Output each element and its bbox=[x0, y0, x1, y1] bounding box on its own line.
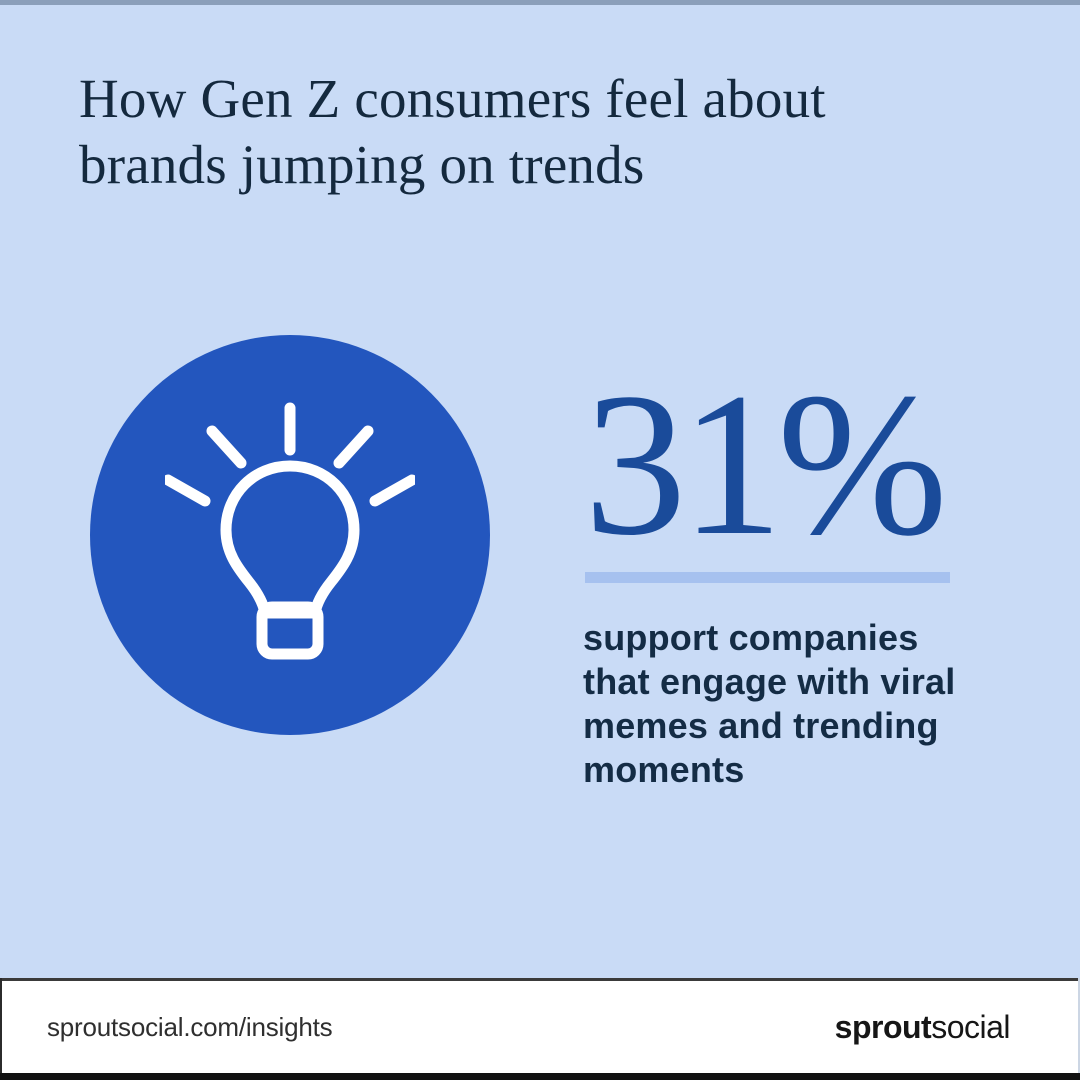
footer-url: sproutsocial.com/insights bbox=[47, 1011, 333, 1042]
page-title-line-2: brands jumping on trends bbox=[79, 134, 645, 195]
stat-description-line-1: support companies bbox=[583, 617, 919, 658]
footer-separator bbox=[0, 978, 1080, 981]
footer-left-edge bbox=[0, 978, 2, 1073]
page-title: How Gen Z consumers feel about brands ju… bbox=[79, 66, 1019, 198]
stat-icon-circle bbox=[90, 335, 490, 735]
page-title-line-1: How Gen Z consumers feel about bbox=[79, 68, 826, 129]
footer-bar: sproutsocial.com/insights sproutsocial bbox=[0, 981, 1080, 1073]
lightbulb-icon bbox=[162, 402, 418, 669]
stat-value: 31% bbox=[584, 351, 948, 578]
footer-right-edge bbox=[1078, 978, 1080, 1073]
sprout-social-logo: sproutsocial bbox=[834, 1008, 1011, 1046]
stat-divider bbox=[585, 572, 950, 583]
logo-sprout: sprout bbox=[834, 1008, 932, 1045]
bottom-edge-bar bbox=[0, 1073, 1080, 1080]
stat-description-line-2: that engage with viral bbox=[583, 661, 956, 702]
stat-description-line-3: memes and trending bbox=[583, 705, 939, 746]
top-edge-strip bbox=[0, 0, 1080, 5]
stat-description-line-4: moments bbox=[583, 749, 745, 790]
logo-social: social bbox=[931, 1008, 1010, 1045]
stat-description: support companies that engage with viral… bbox=[583, 616, 1003, 792]
